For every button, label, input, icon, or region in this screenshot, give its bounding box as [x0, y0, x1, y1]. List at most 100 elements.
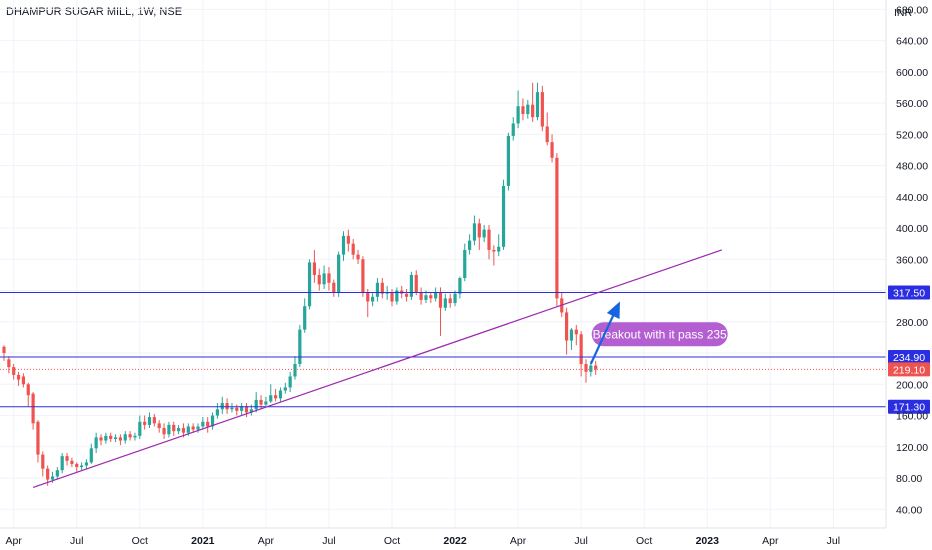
candle-body — [41, 454, 45, 469]
candle-body — [366, 292, 370, 302]
price-box — [888, 399, 930, 414]
arrow-shaft — [589, 309, 617, 365]
x-tick-label: Apr — [6, 535, 23, 547]
price-box-label: 219.10 — [893, 364, 925, 376]
candle-body — [167, 424, 171, 435]
y-tick-label: 80.00 — [896, 473, 922, 485]
x-tick-label: Apr — [510, 535, 527, 547]
candle-body — [26, 384, 30, 396]
candle-body — [84, 462, 89, 466]
candle-body — [468, 240, 472, 250]
candle-body — [477, 223, 481, 238]
currency-label: INR — [894, 7, 913, 19]
candle-body — [147, 417, 152, 425]
price-box-label: 171.30 — [893, 402, 925, 414]
candle-body — [472, 223, 477, 241]
candle-body — [65, 456, 69, 461]
candle-body — [574, 329, 578, 335]
candle-body — [21, 376, 25, 385]
x-tick-label: Jul — [322, 535, 335, 547]
y-tick-label: 600.00 — [896, 67, 928, 79]
candle-body — [2, 346, 6, 354]
candle-body — [177, 428, 181, 432]
price-box — [888, 362, 930, 377]
candle-body — [60, 456, 64, 471]
candle-body — [429, 295, 433, 299]
candle-body — [109, 435, 113, 439]
candle-body — [312, 262, 316, 275]
candle-body — [390, 292, 394, 302]
candle-body — [46, 468, 50, 480]
y-tick-label: 200.00 — [896, 379, 928, 391]
candle-body — [317, 274, 321, 285]
x-tick-label: 2023 — [696, 535, 720, 547]
candle-body — [356, 254, 360, 260]
candle-body — [230, 407, 234, 410]
candle-body — [443, 298, 447, 308]
price-box — [888, 285, 930, 300]
y-tick-label: 480.00 — [896, 161, 928, 173]
candle-body — [138, 421, 142, 436]
candle-body — [448, 298, 452, 304]
candle-body — [332, 282, 336, 293]
y-tick-label: 440.00 — [896, 192, 928, 204]
candle-body — [361, 259, 365, 293]
horizontal-levels-layer: 317.50 234.90 171.30 219.10 — [0, 285, 930, 414]
candles-layer — [2, 82, 598, 486]
candle-body — [371, 296, 375, 302]
candle-body — [288, 376, 292, 388]
candle-body — [235, 407, 239, 411]
drawings-layer: Breakout with it pass 235 — [32, 249, 728, 488]
candle-body — [16, 374, 21, 380]
x-tick-label: 2021 — [191, 535, 215, 547]
y-tick-label: 640.00 — [896, 36, 928, 48]
x-tick-label: Apr — [258, 535, 275, 547]
candle-body — [113, 437, 118, 439]
candle-body — [249, 409, 253, 413]
candle-body — [206, 421, 210, 427]
candle-body — [75, 463, 79, 468]
y-tick-label: 120.00 — [896, 442, 928, 454]
candle-body — [482, 229, 486, 238]
candle-body — [162, 428, 166, 435]
candle-body — [322, 273, 326, 285]
y-tick-label: 680.00 — [896, 4, 928, 16]
x-tick-label: Jul — [70, 535, 83, 547]
price-box-label: 317.50 — [893, 288, 925, 300]
price-box-label: 234.90 — [893, 352, 925, 364]
candle-body — [535, 92, 540, 118]
candle-body — [341, 235, 346, 255]
candle-body — [380, 282, 384, 294]
candle-body — [12, 367, 16, 375]
candle-body — [434, 292, 438, 299]
candle-body — [240, 406, 244, 411]
candle-body — [511, 123, 515, 136]
candle-body — [89, 448, 93, 463]
candle-body — [293, 363, 297, 377]
candle-body — [550, 142, 554, 158]
candle-body — [487, 229, 491, 250]
candle-body — [143, 421, 147, 425]
candle-body — [555, 157, 559, 299]
candle-body — [94, 437, 98, 449]
candle-body — [259, 399, 263, 405]
candle-body — [36, 421, 40, 455]
candle-body — [99, 437, 103, 441]
candle-body — [506, 135, 510, 186]
candle-body — [55, 470, 59, 477]
candle-body — [31, 393, 35, 424]
candle-body — [210, 415, 215, 427]
candle-body — [424, 295, 428, 300]
candle-body — [438, 292, 443, 308]
candle-body — [303, 306, 307, 330]
candle-body — [157, 423, 161, 429]
candle-body — [327, 273, 331, 283]
candle-body — [463, 249, 467, 279]
x-tick-label: Jul — [574, 535, 587, 547]
x-tick-label: Jul — [827, 535, 840, 547]
candle-body — [278, 390, 283, 399]
x-tick-label: Oct — [384, 535, 400, 547]
candle-body — [215, 409, 219, 416]
candle-body — [346, 235, 350, 244]
